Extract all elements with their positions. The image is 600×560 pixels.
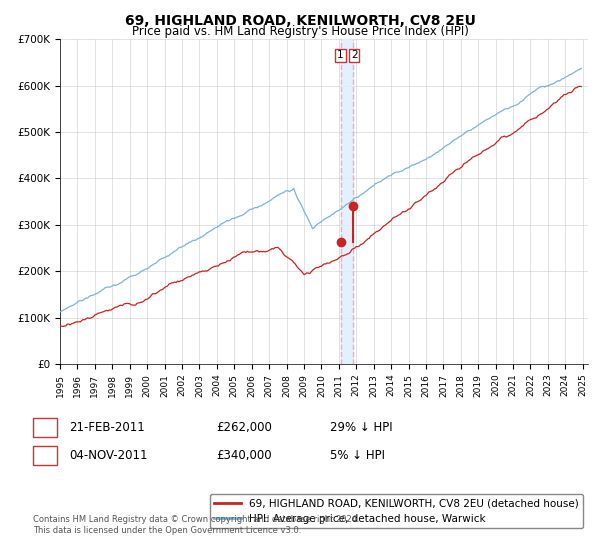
- Text: £340,000: £340,000: [216, 449, 272, 462]
- Bar: [341, 39, 353, 364]
- Text: £262,000: £262,000: [216, 421, 272, 434]
- Text: 2: 2: [351, 50, 358, 60]
- Text: 1: 1: [41, 421, 49, 434]
- Text: Contains HM Land Registry data © Crown copyright and database right 2024.: Contains HM Land Registry data © Crown c…: [33, 515, 359, 524]
- Text: 29% ↓ HPI: 29% ↓ HPI: [330, 421, 392, 434]
- Text: 21-FEB-2011: 21-FEB-2011: [69, 421, 145, 434]
- Text: 2: 2: [41, 449, 49, 462]
- Text: 04-NOV-2011: 04-NOV-2011: [69, 449, 148, 462]
- Text: 69, HIGHLAND ROAD, KENILWORTH, CV8 2EU: 69, HIGHLAND ROAD, KENILWORTH, CV8 2EU: [125, 14, 475, 28]
- Text: 5% ↓ HPI: 5% ↓ HPI: [330, 449, 385, 462]
- Legend: 69, HIGHLAND ROAD, KENILWORTH, CV8 2EU (detached house), HPI: Average price, det: 69, HIGHLAND ROAD, KENILWORTH, CV8 2EU (…: [211, 494, 583, 528]
- Text: This data is licensed under the Open Government Licence v3.0.: This data is licensed under the Open Gov…: [33, 526, 301, 535]
- Text: 1: 1: [337, 50, 344, 60]
- Text: Price paid vs. HM Land Registry's House Price Index (HPI): Price paid vs. HM Land Registry's House …: [131, 25, 469, 38]
